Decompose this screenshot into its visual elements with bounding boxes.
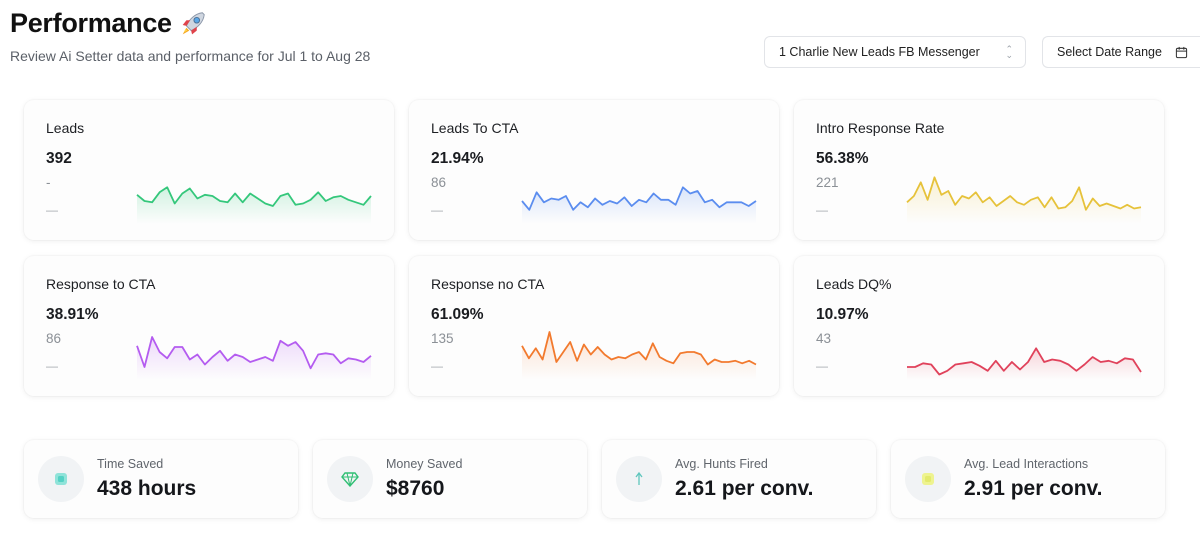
arrow-up-icon (616, 456, 662, 502)
sparkline-line (136, 186, 372, 207)
stat-card-avg-hunts-fired: Avg. Hunts Fired 2.61 per conv. (602, 440, 876, 518)
date-range-button[interactable]: Select Date Range (1042, 36, 1200, 68)
sparkline-chart (907, 347, 1142, 380)
metric-count: 43 (816, 331, 832, 346)
metric-card-leads-dq: Leads DQ% 10.97% 43 — (794, 256, 1164, 396)
stat-value: 438 hours (97, 477, 197, 500)
chat-icon (905, 456, 951, 502)
metric-label: Response no CTA (431, 276, 545, 292)
sparkline-area (522, 187, 756, 224)
sparkline-chart (521, 331, 757, 380)
sparkline-chart (906, 176, 1142, 224)
stat-label: Money Saved (386, 457, 463, 471)
metric-count: 86 (431, 175, 447, 190)
diamond-icon (327, 456, 373, 502)
stat-value: $8760 (386, 477, 445, 500)
source-select[interactable]: 1 Charlie New Leads FB Messenger ⌃ ⌄ (764, 36, 1026, 68)
stat-label: Time Saved (97, 457, 164, 471)
metric-change: — (816, 359, 828, 373)
metric-card-response-to-cta: Response to CTA 38.91% 86 — (24, 256, 394, 396)
toolbar: 1 Charlie New Leads FB Messenger ⌃ ⌄ Sele… (764, 36, 1200, 68)
sparkline-chart (136, 186, 372, 224)
stat-value: 2.91 per conv. (964, 477, 1103, 500)
sparkline-area (522, 332, 756, 380)
metric-value: 10.97% (816, 306, 869, 323)
metric-value: 392 (46, 150, 72, 167)
rocket-icon (182, 11, 205, 34)
stat-label: Avg. Lead Interactions (964, 457, 1089, 471)
page-subtitle: Review Ai Setter data and performance fo… (10, 48, 371, 64)
metric-card-leads-to-cta: Leads To CTA 21.94% 86 — (409, 100, 779, 240)
sparkline-line (521, 331, 757, 366)
source-select-value: 1 Charlie New Leads FB Messenger (779, 45, 980, 59)
metric-label: Leads DQ% (816, 276, 892, 292)
sparkline-line (136, 336, 372, 370)
metric-count: 221 (816, 175, 839, 190)
sparkline-area (907, 348, 1141, 380)
sparkline-line (907, 347, 1142, 376)
page-title: Performance (10, 8, 370, 39)
sparkline-chart (136, 336, 372, 380)
metric-count: 135 (431, 331, 454, 346)
metric-change: — (816, 203, 828, 217)
metric-change: — (431, 203, 443, 217)
sparkline-line (521, 186, 757, 211)
metric-label: Response to CTA (46, 276, 156, 292)
stat-card-money-saved: Money Saved $8760 (313, 440, 587, 518)
stat-card-avg-lead-interactions: Avg. Lead Interactions 2.91 per conv. (891, 440, 1165, 518)
page-title-text: Performance (10, 8, 172, 38)
metric-card-response-no-cta: Response no CTA 61.09% 135 — (409, 256, 779, 396)
chevron-up-down-icon: ⌃ ⌄ (1005, 44, 1013, 60)
summary-stats: Time Saved 438 hours Money Saved $8760 A… (24, 440, 1166, 518)
metric-change: — (46, 203, 58, 217)
stat-label: Avg. Hunts Fired (675, 457, 768, 471)
date-range-label: Select Date Range (1057, 45, 1162, 59)
stat-card-time-saved: Time Saved 438 hours (24, 440, 298, 518)
metric-card-leads: Leads 392 - — (24, 100, 394, 240)
sparkline-chart (521, 186, 757, 224)
metric-count: - (46, 175, 51, 190)
metrics-grid: Leads 392 - — Leads To CTA 21.94% 86 — I… (24, 100, 1166, 396)
sparkline-area (137, 187, 371, 224)
clock-icon (38, 456, 84, 502)
metric-value: 61.09% (431, 306, 484, 323)
metric-card-intro-response-rate: Intro Response Rate 56.38% 221 — (794, 100, 1164, 240)
calendar-icon (1175, 46, 1188, 58)
metric-value: 21.94% (431, 150, 484, 167)
metric-change: — (46, 359, 58, 373)
metric-label: Leads (46, 120, 85, 136)
page-header: Performance Review Ai Setter data and pe… (10, 8, 370, 64)
sparkline-area (137, 337, 371, 380)
metric-label: Intro Response Rate (816, 120, 945, 136)
metric-value: 38.91% (46, 306, 99, 323)
metric-change: — (431, 359, 443, 373)
metric-value: 56.38% (816, 150, 869, 167)
metric-count: 86 (46, 331, 62, 346)
sparkline-area (907, 177, 1141, 224)
metric-label: Leads To CTA (431, 120, 519, 136)
stat-value: 2.61 per conv. (675, 477, 814, 500)
sparkline-line (906, 176, 1142, 211)
